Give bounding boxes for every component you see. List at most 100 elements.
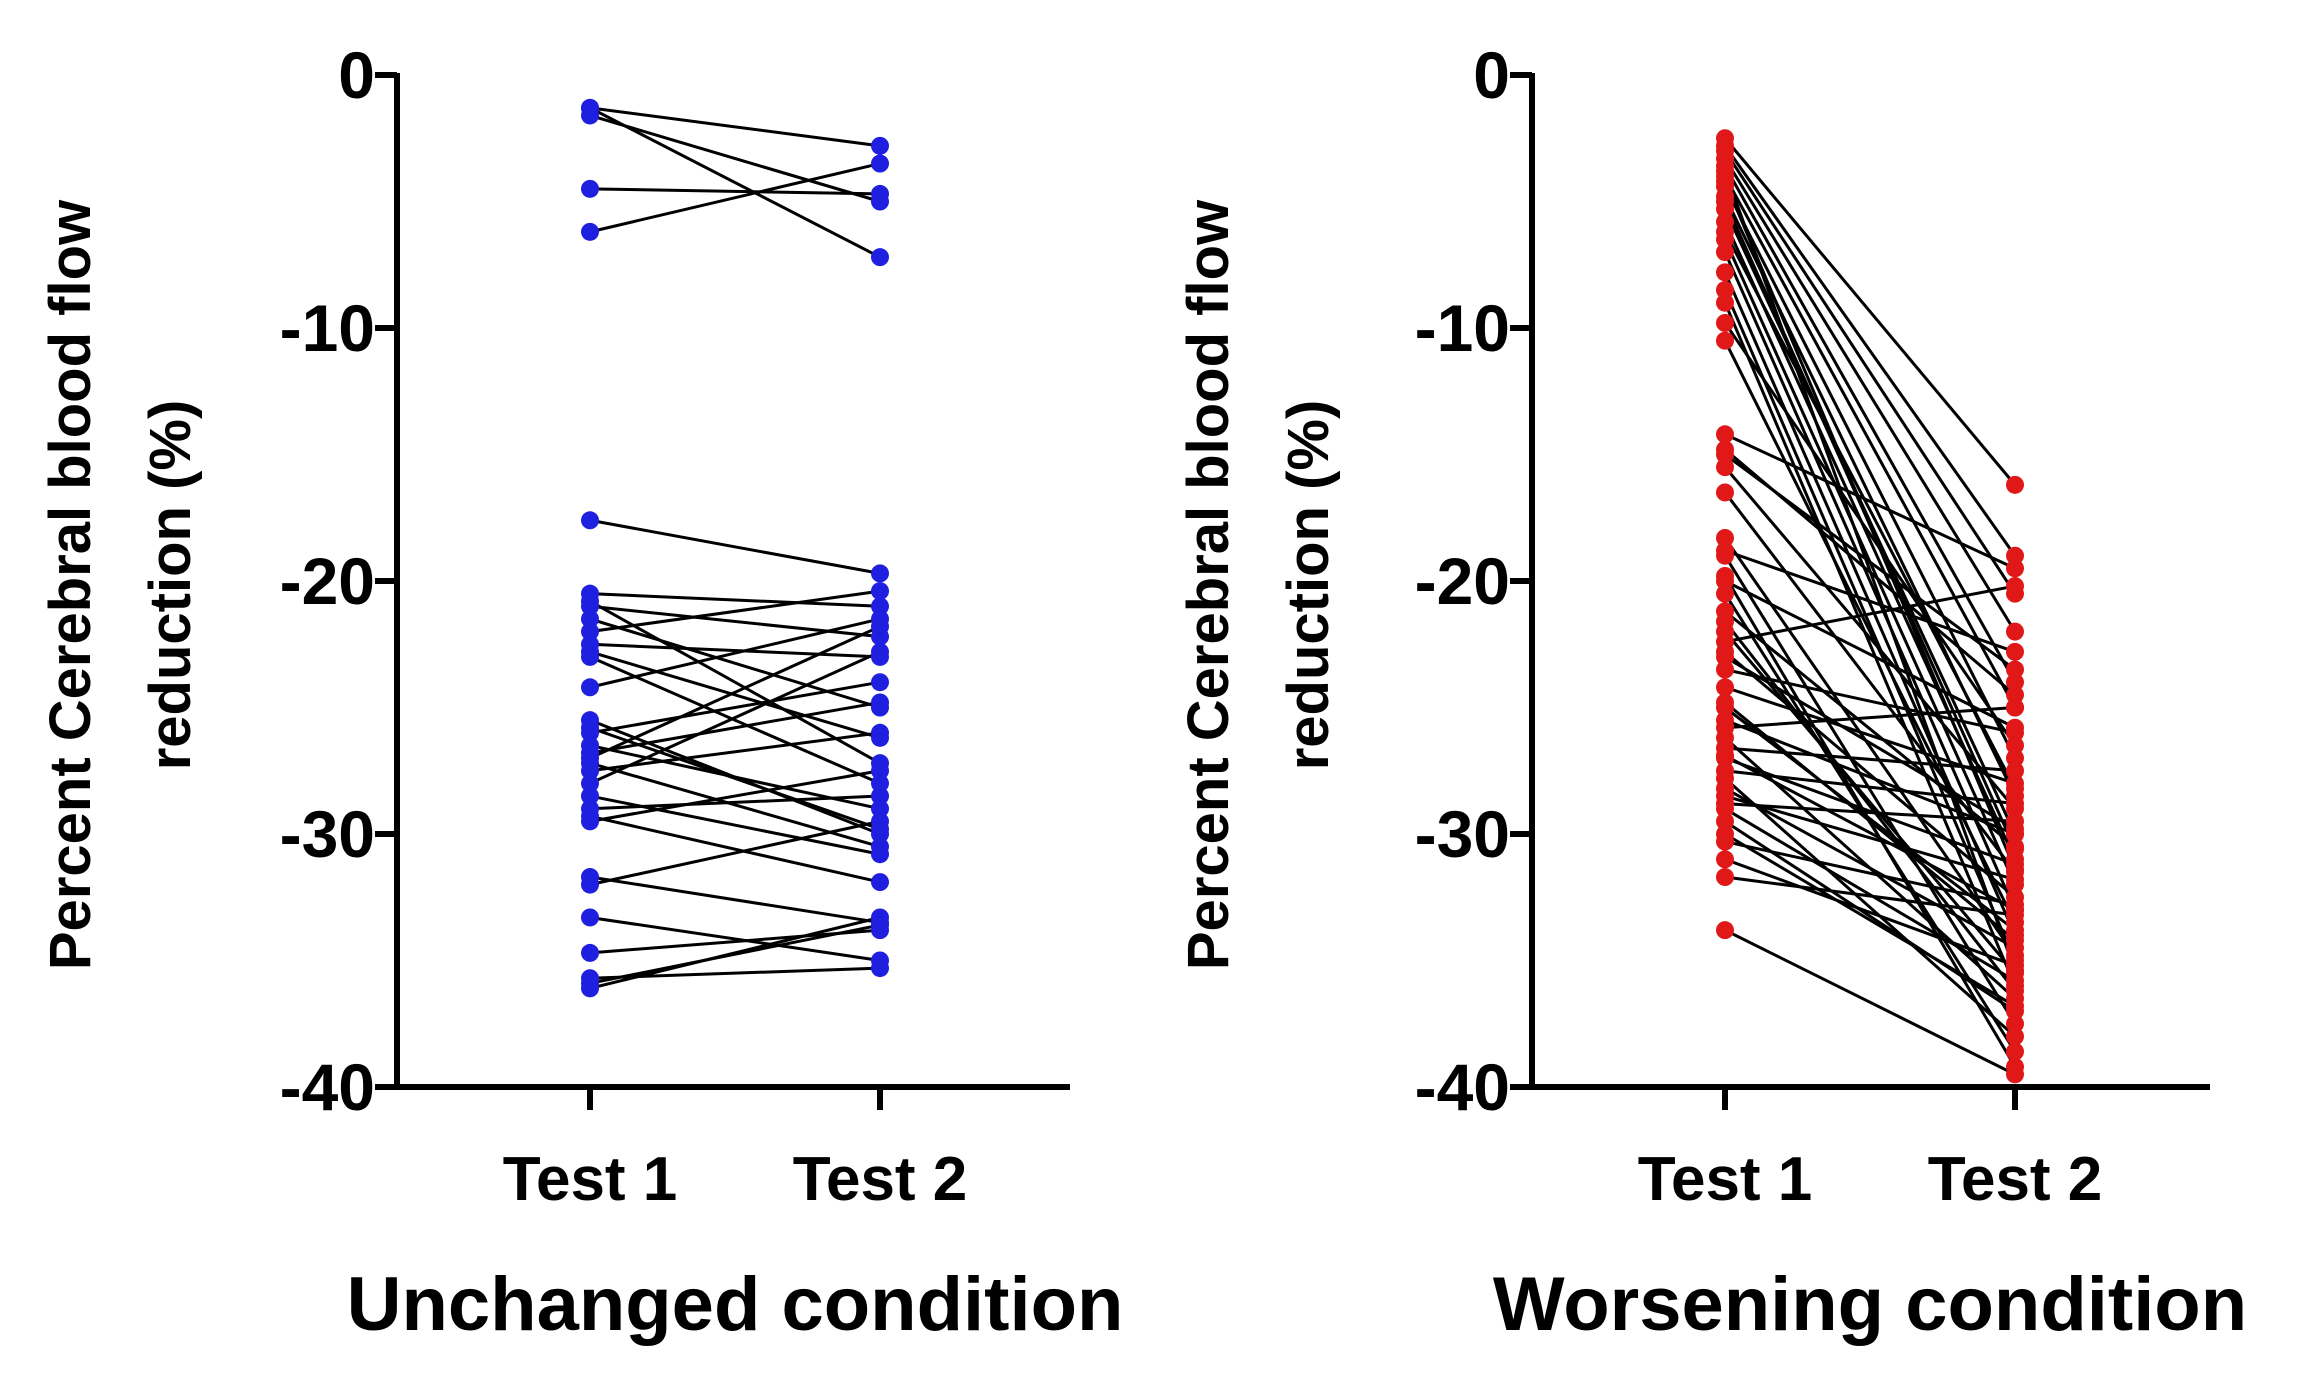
unchanged-condition-panel: Percent Cerebral blood flow reduction (%…: [38, 38, 1123, 1347]
x-axis: [1529, 1084, 2210, 1110]
test2-point-57: [2006, 997, 2024, 1016]
test1-point-12: [1716, 263, 1734, 282]
test1-point-16: [1716, 425, 1734, 444]
pair-line-58: [1724, 754, 2016, 912]
pair-line-19: [589, 731, 881, 773]
pair-line-55: [1724, 584, 2016, 644]
test1-point-14: [1716, 293, 1734, 312]
pair-line-6: [1723, 185, 2017, 759]
test1-point-48: [1716, 612, 1734, 631]
test1-point-20: [1716, 528, 1734, 547]
test2-point-16: [871, 799, 889, 818]
pair-lines: [1723, 137, 2017, 1076]
x-axis-title: Worsening condition: [1493, 1262, 2247, 1347]
pair-line-3: [1723, 157, 2017, 633]
pair-line-15: [1723, 339, 2017, 924]
test2-point-17: [2006, 685, 2024, 704]
test1-point-26: [581, 875, 599, 894]
test2-point-22: [871, 787, 889, 806]
pair-line-24: [589, 814, 881, 884]
test1-point-18: [1716, 458, 1734, 477]
pair-line-33: [589, 650, 881, 740]
test1-point-55: [1716, 632, 1734, 651]
pair-line-46: [1724, 807, 2016, 983]
pair-line-54: [1724, 706, 2016, 730]
test2-point-31: [871, 916, 889, 935]
test1-point-27: [1716, 660, 1734, 679]
paired-series-marks: [581, 98, 889, 998]
pair-line-5: [589, 518, 881, 575]
test1-point-19: [581, 761, 599, 780]
pair-line-41: [1724, 579, 2016, 730]
pair-points: [581, 98, 889, 998]
pair-line-0: [1723, 137, 2017, 486]
pair-line-57: [1724, 832, 2016, 1008]
pair-line-53: [1723, 231, 2017, 790]
pair-line-30: [1724, 718, 2016, 836]
test2-point-4: [2006, 673, 2024, 692]
pair-line-26: [1724, 650, 2016, 899]
test1-point-20: [581, 774, 599, 793]
pair-line-10: [589, 589, 881, 634]
pair-line-33: [1724, 769, 2016, 806]
pair-line-22: [589, 794, 881, 811]
pair-line-50: [1723, 322, 2017, 747]
test2-point-2: [871, 184, 889, 203]
test1-point-5: [581, 511, 599, 530]
test2-point-4: [871, 248, 889, 267]
pair-line-1: [589, 114, 881, 203]
pair-line-2: [1723, 150, 2017, 595]
test2-point-34: [871, 693, 889, 712]
pair-line-35: [1724, 802, 2016, 823]
test2-point-49: [2006, 660, 2024, 679]
test1-point-45: [1716, 787, 1734, 806]
x-axis-title: Unchanged condition: [347, 1262, 1124, 1347]
test1-point-54: [1716, 718, 1734, 737]
test1-point-39: [1716, 868, 1734, 887]
pair-line-15: [589, 680, 881, 735]
test1-point-27: [581, 908, 599, 927]
pair-line-11: [589, 642, 881, 659]
pair-line-25: [589, 875, 881, 925]
test1-point-43: [1716, 647, 1734, 666]
test2-point-33: [871, 728, 889, 747]
test2-point-5: [871, 564, 889, 583]
test2-point-41: [2006, 718, 2024, 737]
y-tick-label-2: -20: [280, 544, 375, 618]
y-axis-title-line1: Percent Cerebral blood flow: [1176, 199, 1241, 970]
x-category-test-1: Test 1: [503, 1145, 678, 1214]
test2-point-59: [2006, 860, 2024, 879]
test1-point-59: [1716, 172, 1734, 191]
pair-line-45: [1724, 794, 2016, 881]
test2-point-52: [2006, 961, 2024, 980]
test2-point-54: [2006, 698, 2024, 717]
test2-point-58: [2006, 900, 2024, 919]
pair-line-56: [1724, 777, 2016, 1038]
test2-point-51: [2006, 840, 2024, 859]
test1-point-13: [581, 678, 599, 697]
pair-line-17: [589, 625, 881, 760]
test2-point-12: [871, 774, 889, 793]
test1-point-10: [581, 622, 599, 641]
test2-point-55: [2006, 577, 2024, 596]
y-tick-label-4: -40: [1415, 1050, 1510, 1124]
pair-points: [1716, 129, 2024, 1084]
pair-line-23: [589, 769, 881, 823]
pair-line-13: [589, 617, 881, 689]
test1-point-58: [1716, 746, 1734, 765]
test1-point-47: [1716, 693, 1734, 712]
test1-point-19: [1716, 483, 1734, 502]
test1-point-50: [1716, 313, 1734, 332]
test2-point-29: [871, 959, 889, 978]
y-tick-label-2: -20: [1415, 544, 1510, 618]
test1-point-49: [1716, 445, 1734, 464]
test2-point-1: [2006, 546, 2024, 565]
test2-point-23: [2006, 1042, 2024, 1061]
y-axis-title-line1: Percent Cerebral blood flow: [38, 199, 103, 970]
test2-point-32: [871, 819, 889, 838]
y-tick-label-3: -30: [1415, 797, 1510, 871]
worsening-condition-panel: Percent Cerebral blood flow reduction (%…: [1176, 38, 2247, 1347]
pair-line-20: [589, 650, 881, 785]
test2-point-56: [2006, 1027, 2024, 1046]
